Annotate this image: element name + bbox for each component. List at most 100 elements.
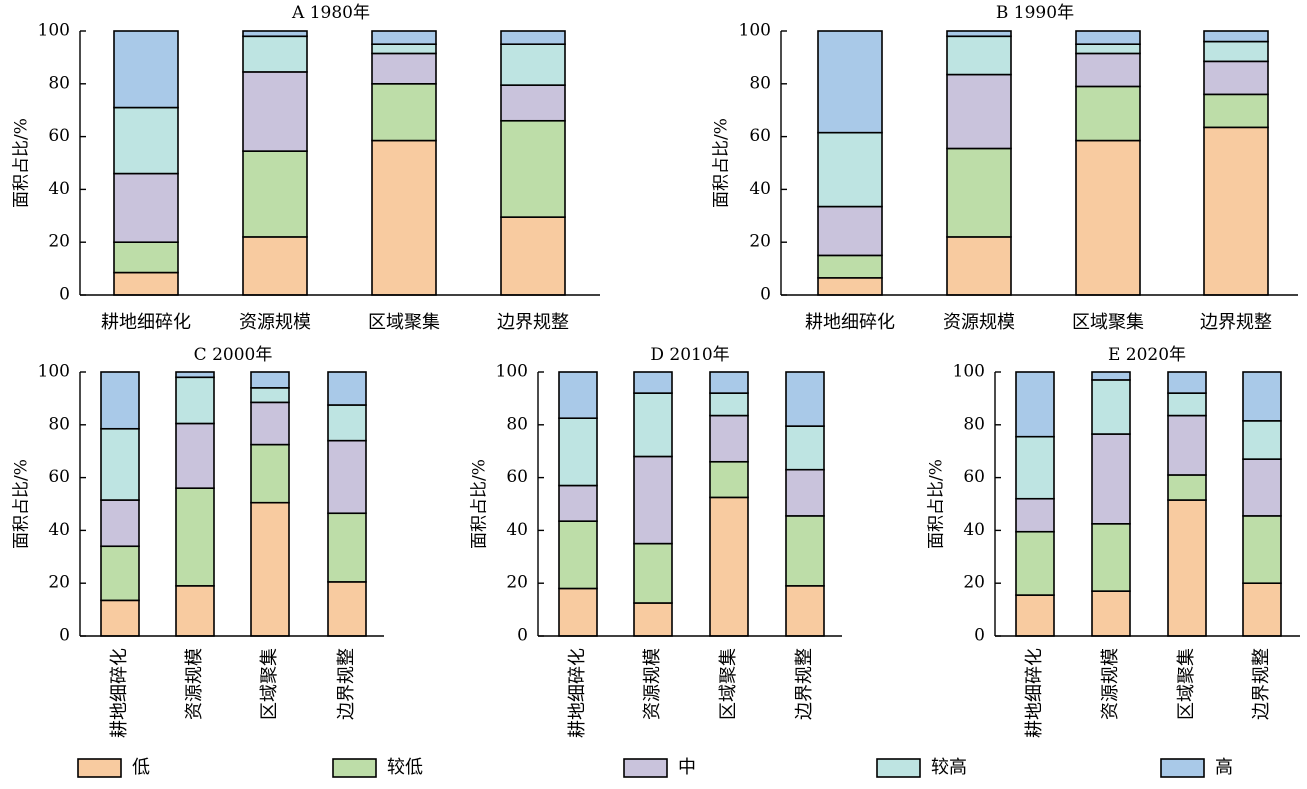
y-tick-label: 40 [48, 179, 70, 199]
bar-segment-medium [175, 422, 215, 489]
y-axis-label: 面积占比/% [927, 459, 947, 549]
category-label: 耕地细碎化 [567, 648, 588, 738]
category-label: 区域聚集 [1072, 312, 1144, 333]
y-tick-label: 80 [48, 73, 70, 93]
legend-label: 较高 [931, 757, 967, 778]
bar-segment-higher [1015, 435, 1055, 500]
category-label: 区域聚集 [1176, 648, 1197, 720]
y-tick-label: 100 [38, 362, 70, 382]
y-axis-label: 面积占比/% [470, 459, 490, 549]
bar-segment-medium [1203, 60, 1269, 96]
bar-segment-high [1167, 371, 1207, 394]
bar-segment-low [113, 271, 179, 296]
bar-segment-lower [371, 83, 437, 142]
legend-item-higher: 较高 [876, 757, 967, 778]
category-label: 边界规整 [336, 648, 357, 720]
bar-segment-medium [558, 484, 598, 522]
bar-segment-higher [1075, 43, 1141, 55]
chart-title: A 1980年 [291, 3, 370, 23]
y-tick-label: 40 [749, 179, 771, 199]
category-label: 区域聚集 [718, 648, 739, 720]
bar-segment-lower [175, 487, 215, 587]
bar-segment-medium [946, 73, 1012, 150]
bar-segment-higher [327, 404, 367, 442]
bar-segment-low [250, 501, 290, 637]
bar-segment-higher [113, 106, 179, 175]
y-tick-label: 80 [506, 414, 528, 434]
legend-swatch [77, 758, 122, 778]
bar-segment-higher [371, 43, 437, 55]
bar-segment-high [558, 371, 598, 420]
bar-segment-medium [242, 71, 308, 152]
bar-segment-low [327, 581, 367, 637]
y-tick-label: 80 [48, 414, 70, 434]
bar-segment-low [100, 599, 140, 637]
bar-segment-lower [1167, 474, 1207, 501]
bar-segment-higher [709, 392, 749, 417]
category-label: 资源规模 [943, 312, 1015, 333]
y-tick-label: 60 [506, 467, 528, 487]
bar-segment-medium [633, 455, 673, 545]
legend-label: 高 [1215, 757, 1233, 778]
bar-segment-medium [371, 52, 437, 85]
y-tick-label: 80 [963, 414, 985, 434]
y-tick-label: 0 [760, 285, 771, 305]
bar-segment-low [500, 216, 566, 296]
bar-segment-high [1203, 30, 1269, 43]
bar-segment-medium [327, 439, 367, 515]
bar-segment-lower [785, 515, 825, 587]
category-label: 边界规整 [794, 648, 815, 720]
category-label: 耕地细碎化 [805, 312, 895, 333]
bar-segment-higher [946, 35, 1012, 76]
bar-segment-high [175, 371, 215, 379]
y-tick-label: 20 [506, 573, 528, 593]
bar-segment-medium [1075, 52, 1141, 88]
y-tick-label: 40 [506, 520, 528, 540]
bar-segment-lower [1015, 530, 1055, 596]
bar-segment-low [1015, 594, 1055, 637]
y-tick-label: 80 [749, 73, 771, 93]
bar-segment-low [785, 585, 825, 637]
y-tick-label: 0 [59, 626, 70, 646]
y-tick-label: 20 [963, 573, 985, 593]
bar-segment-high [371, 30, 437, 45]
category-label: 区域聚集 [368, 312, 440, 333]
y-tick-label: 20 [749, 232, 771, 252]
category-label: 资源规模 [239, 312, 311, 333]
bar-segment-high [1075, 30, 1141, 45]
bar-segment-medium [250, 401, 290, 446]
bar-segment-lower [113, 241, 179, 274]
category-label: 边界规整 [1251, 648, 1272, 720]
bar-segment-low [1075, 139, 1141, 296]
y-tick-label: 40 [963, 520, 985, 540]
bar-segment-lower [1242, 515, 1282, 585]
y-axis-label: 面积占比/% [12, 459, 32, 549]
y-tick-label: 60 [749, 126, 771, 146]
y-tick-label: 100 [953, 362, 985, 382]
bar-segment-higher [817, 131, 883, 208]
bar-segment-medium [709, 414, 749, 463]
y-tick-label: 0 [974, 626, 985, 646]
bar-segment-lower [817, 254, 883, 279]
chart-title: E 2020年 [1108, 345, 1186, 365]
bar-segment-low [558, 587, 598, 637]
bar-segment-higher [558, 417, 598, 487]
bar-segment-high [1242, 371, 1282, 422]
legend-swatch [876, 758, 921, 778]
category-label: 资源规模 [1100, 648, 1121, 720]
bar-segment-medium [500, 84, 566, 122]
y-tick-label: 100 [739, 21, 771, 41]
legend: 低 较低 中 较高 高 [77, 757, 1233, 778]
bar-segment-high [242, 30, 308, 38]
bar-segment-lower [500, 119, 566, 218]
bar-segment-high [1015, 371, 1055, 438]
bar-segment-lower [709, 460, 749, 499]
bar-segment-higher [1091, 379, 1131, 435]
y-axis-label: 面积占比/% [12, 118, 32, 208]
legend-label: 中 [678, 757, 696, 778]
bar-segment-low [242, 236, 308, 296]
category-label: 边界规整 [497, 312, 569, 333]
